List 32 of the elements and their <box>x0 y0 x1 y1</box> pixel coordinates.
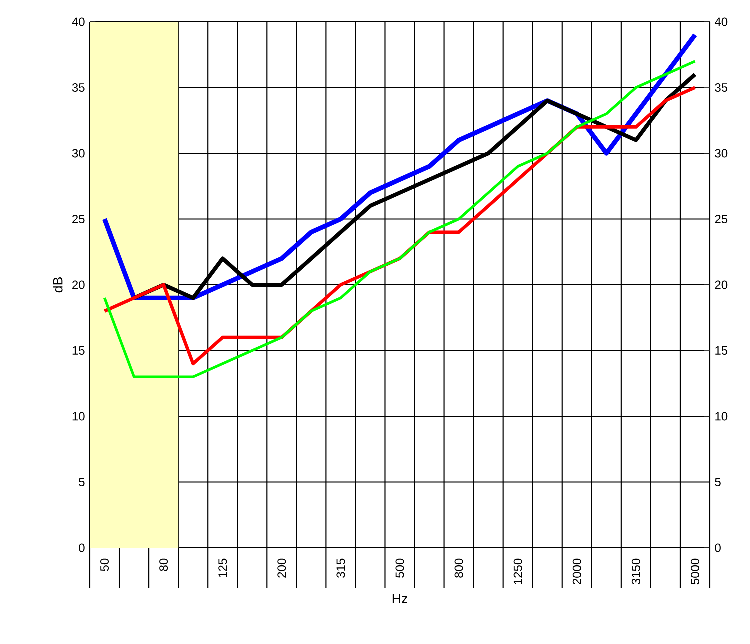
y-tick-label: 15 <box>72 346 85 355</box>
y2-tick-label: 30 <box>715 149 728 158</box>
x-tick-label: 315 <box>336 558 346 578</box>
x-tick-label: 500 <box>396 558 404 578</box>
x-tick-label: 2000 <box>572 558 582 584</box>
x-axis-title: Hz <box>392 594 408 604</box>
line-series <box>132 72 698 300</box>
x-tick-label: 125 <box>218 558 228 578</box>
y2-tick-label: 40 <box>714 18 728 26</box>
x-tick-label: 200 <box>278 558 286 578</box>
y-tick-label: 5 <box>79 478 85 486</box>
x-tick-label: 80 <box>160 558 168 572</box>
y2-tick-label: 20 <box>715 280 728 290</box>
y2-tick-label: 25 <box>715 215 728 224</box>
y-tick-label: 10 <box>72 412 85 421</box>
x-tick-label: 800 <box>454 558 464 578</box>
y2-tick-label: 5 <box>715 478 721 486</box>
y2-tick-label: 0 <box>715 544 721 552</box>
y-axis-title: dB <box>52 278 63 293</box>
y-tick-label: 20 <box>72 280 85 290</box>
y-tick-label: 40 <box>72 18 85 26</box>
y2-tick-label: 15 <box>716 346 728 355</box>
x-tick-label: 50 <box>100 558 110 572</box>
y-tick-label: 25 <box>72 215 85 224</box>
y-tick-label: 30 <box>72 149 85 158</box>
y-tick-label: 35 <box>72 84 85 92</box>
x-tick-label: 5000 <box>690 558 700 585</box>
y2-tick-label: 35 <box>715 84 728 92</box>
y2-tick-label: 10 <box>716 412 728 421</box>
x-tick-label: 1250 <box>514 558 522 584</box>
x-tick-label: 3150 <box>632 558 640 585</box>
y-tick-label: 0 <box>79 544 85 552</box>
